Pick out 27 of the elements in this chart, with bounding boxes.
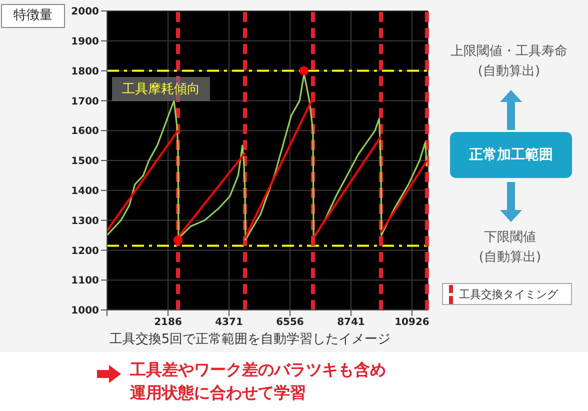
text: 下限閾値 xyxy=(483,229,537,247)
text: 工具交換タイミング xyxy=(459,286,558,302)
y-tick-label: 2000 xyxy=(71,6,100,18)
x-tick-label: 2186 xyxy=(154,317,182,328)
y-tick-label: 1100 xyxy=(71,276,100,287)
x-tick-label: 4371 xyxy=(215,317,243,328)
text: (自動算出) xyxy=(478,249,542,267)
y-axis-title: 特徴量 xyxy=(1,4,65,28)
y-tick-label: 1600 xyxy=(71,126,100,138)
y-tick-label: 1200 xyxy=(71,246,100,257)
text: (自動算出) xyxy=(476,63,542,81)
y-tick-label: 1800 xyxy=(71,66,100,78)
y-tick-label: 1500 xyxy=(71,156,100,168)
text: 上限閾値・工具寿命 xyxy=(450,43,568,61)
annotation: 工具摩耗傾向 xyxy=(112,77,210,101)
x-axis-title: 工具交換5回で正常範囲を自動学習したイメージ xyxy=(108,331,392,348)
y-tick-label: 1300 xyxy=(71,216,100,227)
y-tick-label: 1400 xyxy=(71,186,100,197)
y-tick-label: 1900 xyxy=(71,36,100,48)
text: 工具差やワーク差のバラツキも含め xyxy=(130,359,386,381)
text: 正常加工範囲 xyxy=(450,132,572,178)
y-tick-label: 1700 xyxy=(71,96,100,108)
x-tick-label: 10926 xyxy=(394,317,430,328)
y-tick-label: 1000 xyxy=(71,306,100,317)
x-tick-label: 8741 xyxy=(337,317,365,328)
text: 運用状態に合わせて学習 xyxy=(130,382,307,404)
x-tick-label: 6556 xyxy=(276,317,304,328)
